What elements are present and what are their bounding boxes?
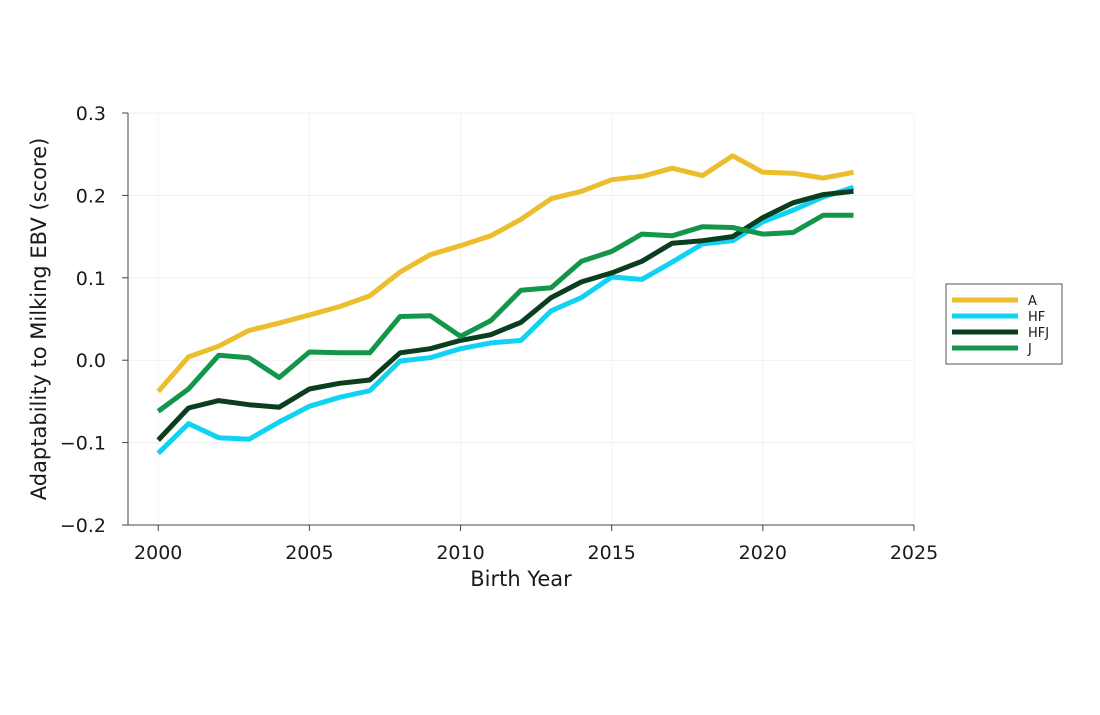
y-tick-label: 0.0: [76, 350, 106, 372]
y-tick-label: 0.2: [76, 185, 106, 207]
grid: [128, 112, 915, 526]
y-tick-label: −0.2: [60, 515, 106, 537]
x-ticks: 2000 2005 2010 2015 2020 2025: [134, 525, 938, 564]
y-tick-label: 0.1: [76, 268, 106, 290]
x-tick-label: 2025: [890, 542, 938, 564]
y-axis-title: Adaptability to Milking EBV (score): [27, 138, 51, 501]
y-tick-label: −0.1: [60, 433, 106, 455]
x-tick-label: 2000: [134, 542, 182, 564]
x-axis-title: Birth Year: [470, 567, 572, 591]
legend-label-j: J: [1027, 342, 1032, 357]
y-tick-label: 0.3: [76, 103, 106, 125]
axes: [127, 113, 914, 526]
legend-label-a: A: [1028, 294, 1037, 309]
x-tick-label: 2010: [436, 542, 484, 564]
legend-label-hf: HF: [1028, 310, 1045, 325]
x-tick-label: 2015: [588, 542, 636, 564]
series-lines: [156, 153, 855, 456]
y-ticks: −0.2 −0.1 0.0 0.1 0.2 0.3: [60, 103, 128, 537]
series-line-j: [156, 212, 854, 414]
series-line-hf: [156, 184, 855, 456]
series-line-hfj: [156, 188, 854, 442]
x-tick-label: 2020: [739, 542, 787, 564]
series-line-a: [156, 153, 854, 394]
legend-label-hfj: HFJ: [1028, 326, 1049, 341]
legend-frame: [945, 283, 1063, 365]
x-tick-label: 2005: [285, 542, 333, 564]
